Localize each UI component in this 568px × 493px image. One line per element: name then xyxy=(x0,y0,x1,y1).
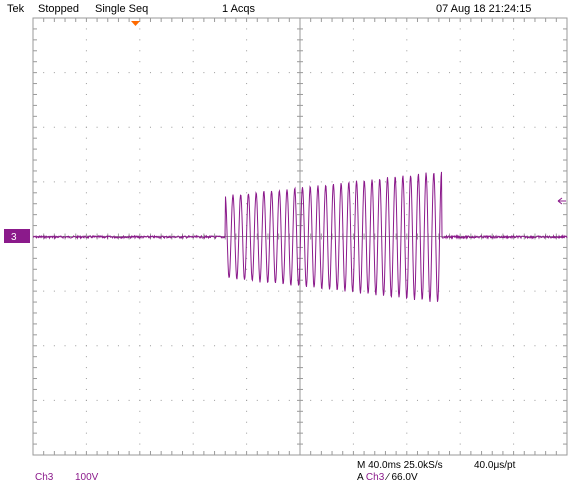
status-bar: Tek Stopped Single Seq 1 Acqs 07 Aug 18 … xyxy=(0,0,568,18)
channel-3-waveform xyxy=(32,171,568,302)
trigger-position-marker xyxy=(131,21,140,26)
channel-marker-label: 3 xyxy=(11,232,17,243)
channel-scale: 100V xyxy=(75,472,99,483)
acquisition-state: Stopped xyxy=(38,3,79,15)
brand-label: Tek xyxy=(7,3,25,15)
trigger-slope-icon: ∕ xyxy=(387,472,389,483)
channel-name: Ch3 xyxy=(35,472,54,483)
resolution-readout: 40.0μs/pt xyxy=(474,460,516,471)
timebase-readout: M 40.0ms 25.0kS/s xyxy=(357,460,443,471)
date-time: 07 Aug 18 21:24:15 xyxy=(436,3,532,15)
channel-3-ground-marker[interactable]: 3 xyxy=(4,229,30,243)
trigger-prefix: A xyxy=(357,472,364,483)
acquisition-count: 1 Acqs xyxy=(222,3,256,15)
trigger-level-arrow xyxy=(557,197,566,205)
trigger-readout: A Ch3 ∕ 66.0V xyxy=(357,472,418,483)
trigger-source: Ch3 xyxy=(365,472,385,483)
trigger-level: 66.0V xyxy=(391,472,418,483)
acquisition-mode: Single Seq xyxy=(95,3,149,15)
